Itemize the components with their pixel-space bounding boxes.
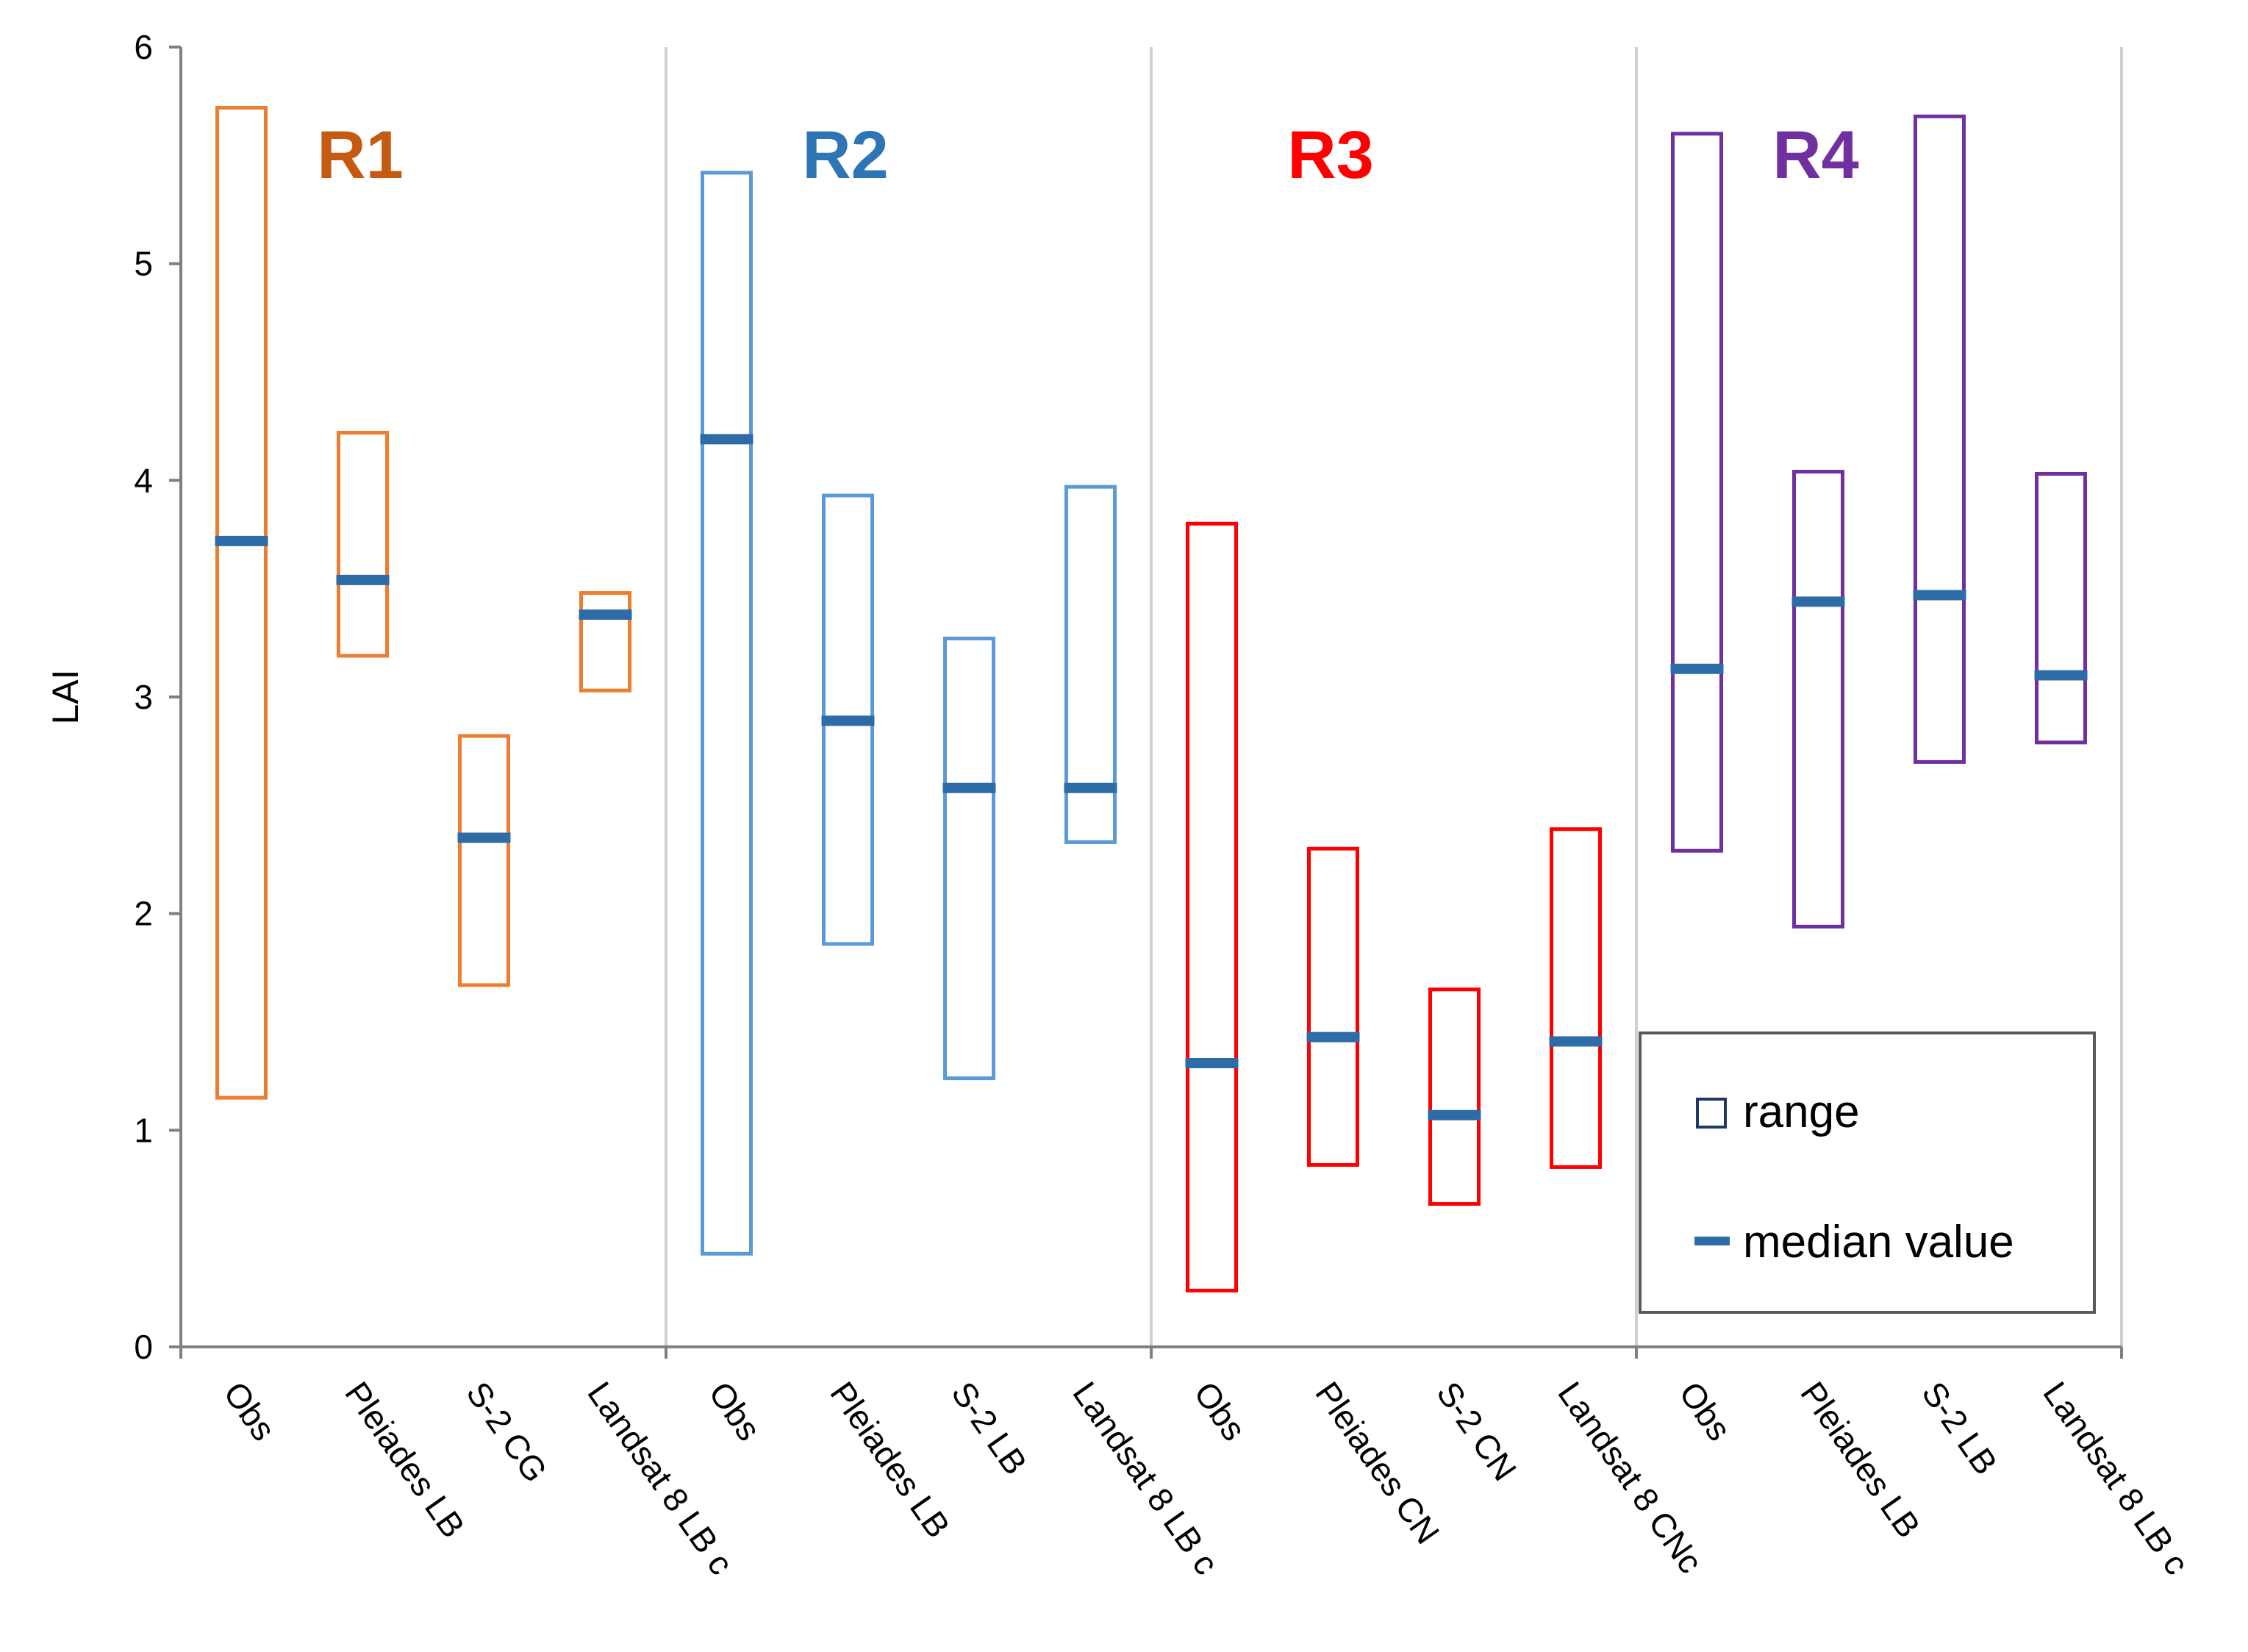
category-label-r2-3: S-2 LB bbox=[944, 1375, 1034, 1481]
range-boxes bbox=[215, 106, 2087, 1292]
y-axis-title: LAI bbox=[45, 669, 86, 724]
category-label-r2-1: Obs bbox=[701, 1375, 768, 1448]
category-label-r4-1: Obs bbox=[1672, 1375, 1739, 1448]
range-box-r1-4 bbox=[579, 591, 631, 693]
category-label-r3-1: Obs bbox=[1186, 1375, 1253, 1448]
legend-range-label: range bbox=[1743, 1087, 1860, 1137]
range-box-r3-1 bbox=[1186, 521, 1238, 1292]
category-label-r3-2: Pleiades CN bbox=[1308, 1375, 1447, 1551]
range-box-r3-3 bbox=[1428, 987, 1481, 1206]
range-box-r4-2 bbox=[1792, 470, 1844, 929]
category-label-r4-4: Landsat 8 LB c bbox=[2036, 1375, 2197, 1581]
legend-range-swatch bbox=[1696, 1098, 1727, 1129]
y-tick-label: 2 bbox=[134, 895, 153, 933]
group-title-r1: R1 bbox=[317, 118, 404, 193]
range-box-r1-2 bbox=[337, 431, 389, 658]
y-tick-label: 6 bbox=[134, 28, 153, 66]
category-label-r4-3: S-2 LB bbox=[1914, 1375, 2005, 1481]
range-box-r4-4 bbox=[2035, 471, 2087, 745]
group-title-r2: R2 bbox=[802, 118, 889, 193]
category-label-r1-1: Obs bbox=[216, 1375, 283, 1448]
category-label-r1-2: Pleiades LB bbox=[337, 1375, 472, 1545]
range-box-r2-1 bbox=[701, 171, 753, 1256]
median-markers bbox=[215, 434, 2088, 1120]
y-tick-label: 0 bbox=[134, 1328, 153, 1366]
y-tick-label: 4 bbox=[134, 461, 153, 499]
range-box-r3-4 bbox=[1550, 827, 1602, 1169]
group-divider-lines bbox=[665, 47, 2123, 1347]
group-title-r3: R3 bbox=[1287, 118, 1374, 193]
category-label-r1-3: S-2 CG bbox=[459, 1375, 555, 1489]
range-box-r2-4 bbox=[1064, 484, 1117, 844]
range-box-r1-1 bbox=[215, 106, 268, 1100]
legend: range median value bbox=[1639, 1031, 2096, 1314]
range-box-r2-3 bbox=[943, 636, 995, 1081]
y-tick-label: 1 bbox=[134, 1111, 153, 1149]
group-title-r4: R4 bbox=[1772, 118, 1859, 193]
category-label-r2-2: Pleiades LB bbox=[823, 1375, 957, 1545]
legend-frame bbox=[1639, 1031, 2096, 1314]
range-box-r4-3 bbox=[1914, 114, 1966, 764]
y-tick-label: 5 bbox=[134, 245, 153, 283]
axes: 0 1 2 3 4 5 6 bbox=[134, 28, 2123, 1366]
range-box-r3-2 bbox=[1307, 846, 1359, 1167]
category-label-r4-2: Pleiades LB bbox=[1793, 1375, 1927, 1545]
range-box-r1-3 bbox=[458, 734, 510, 987]
category-label-r3-3: S-2 CN bbox=[1429, 1375, 1524, 1487]
legend-median-label: median value bbox=[1743, 1217, 2014, 1267]
range-box-r4-1 bbox=[1671, 132, 1723, 853]
y-tick-label: 3 bbox=[134, 678, 153, 716]
